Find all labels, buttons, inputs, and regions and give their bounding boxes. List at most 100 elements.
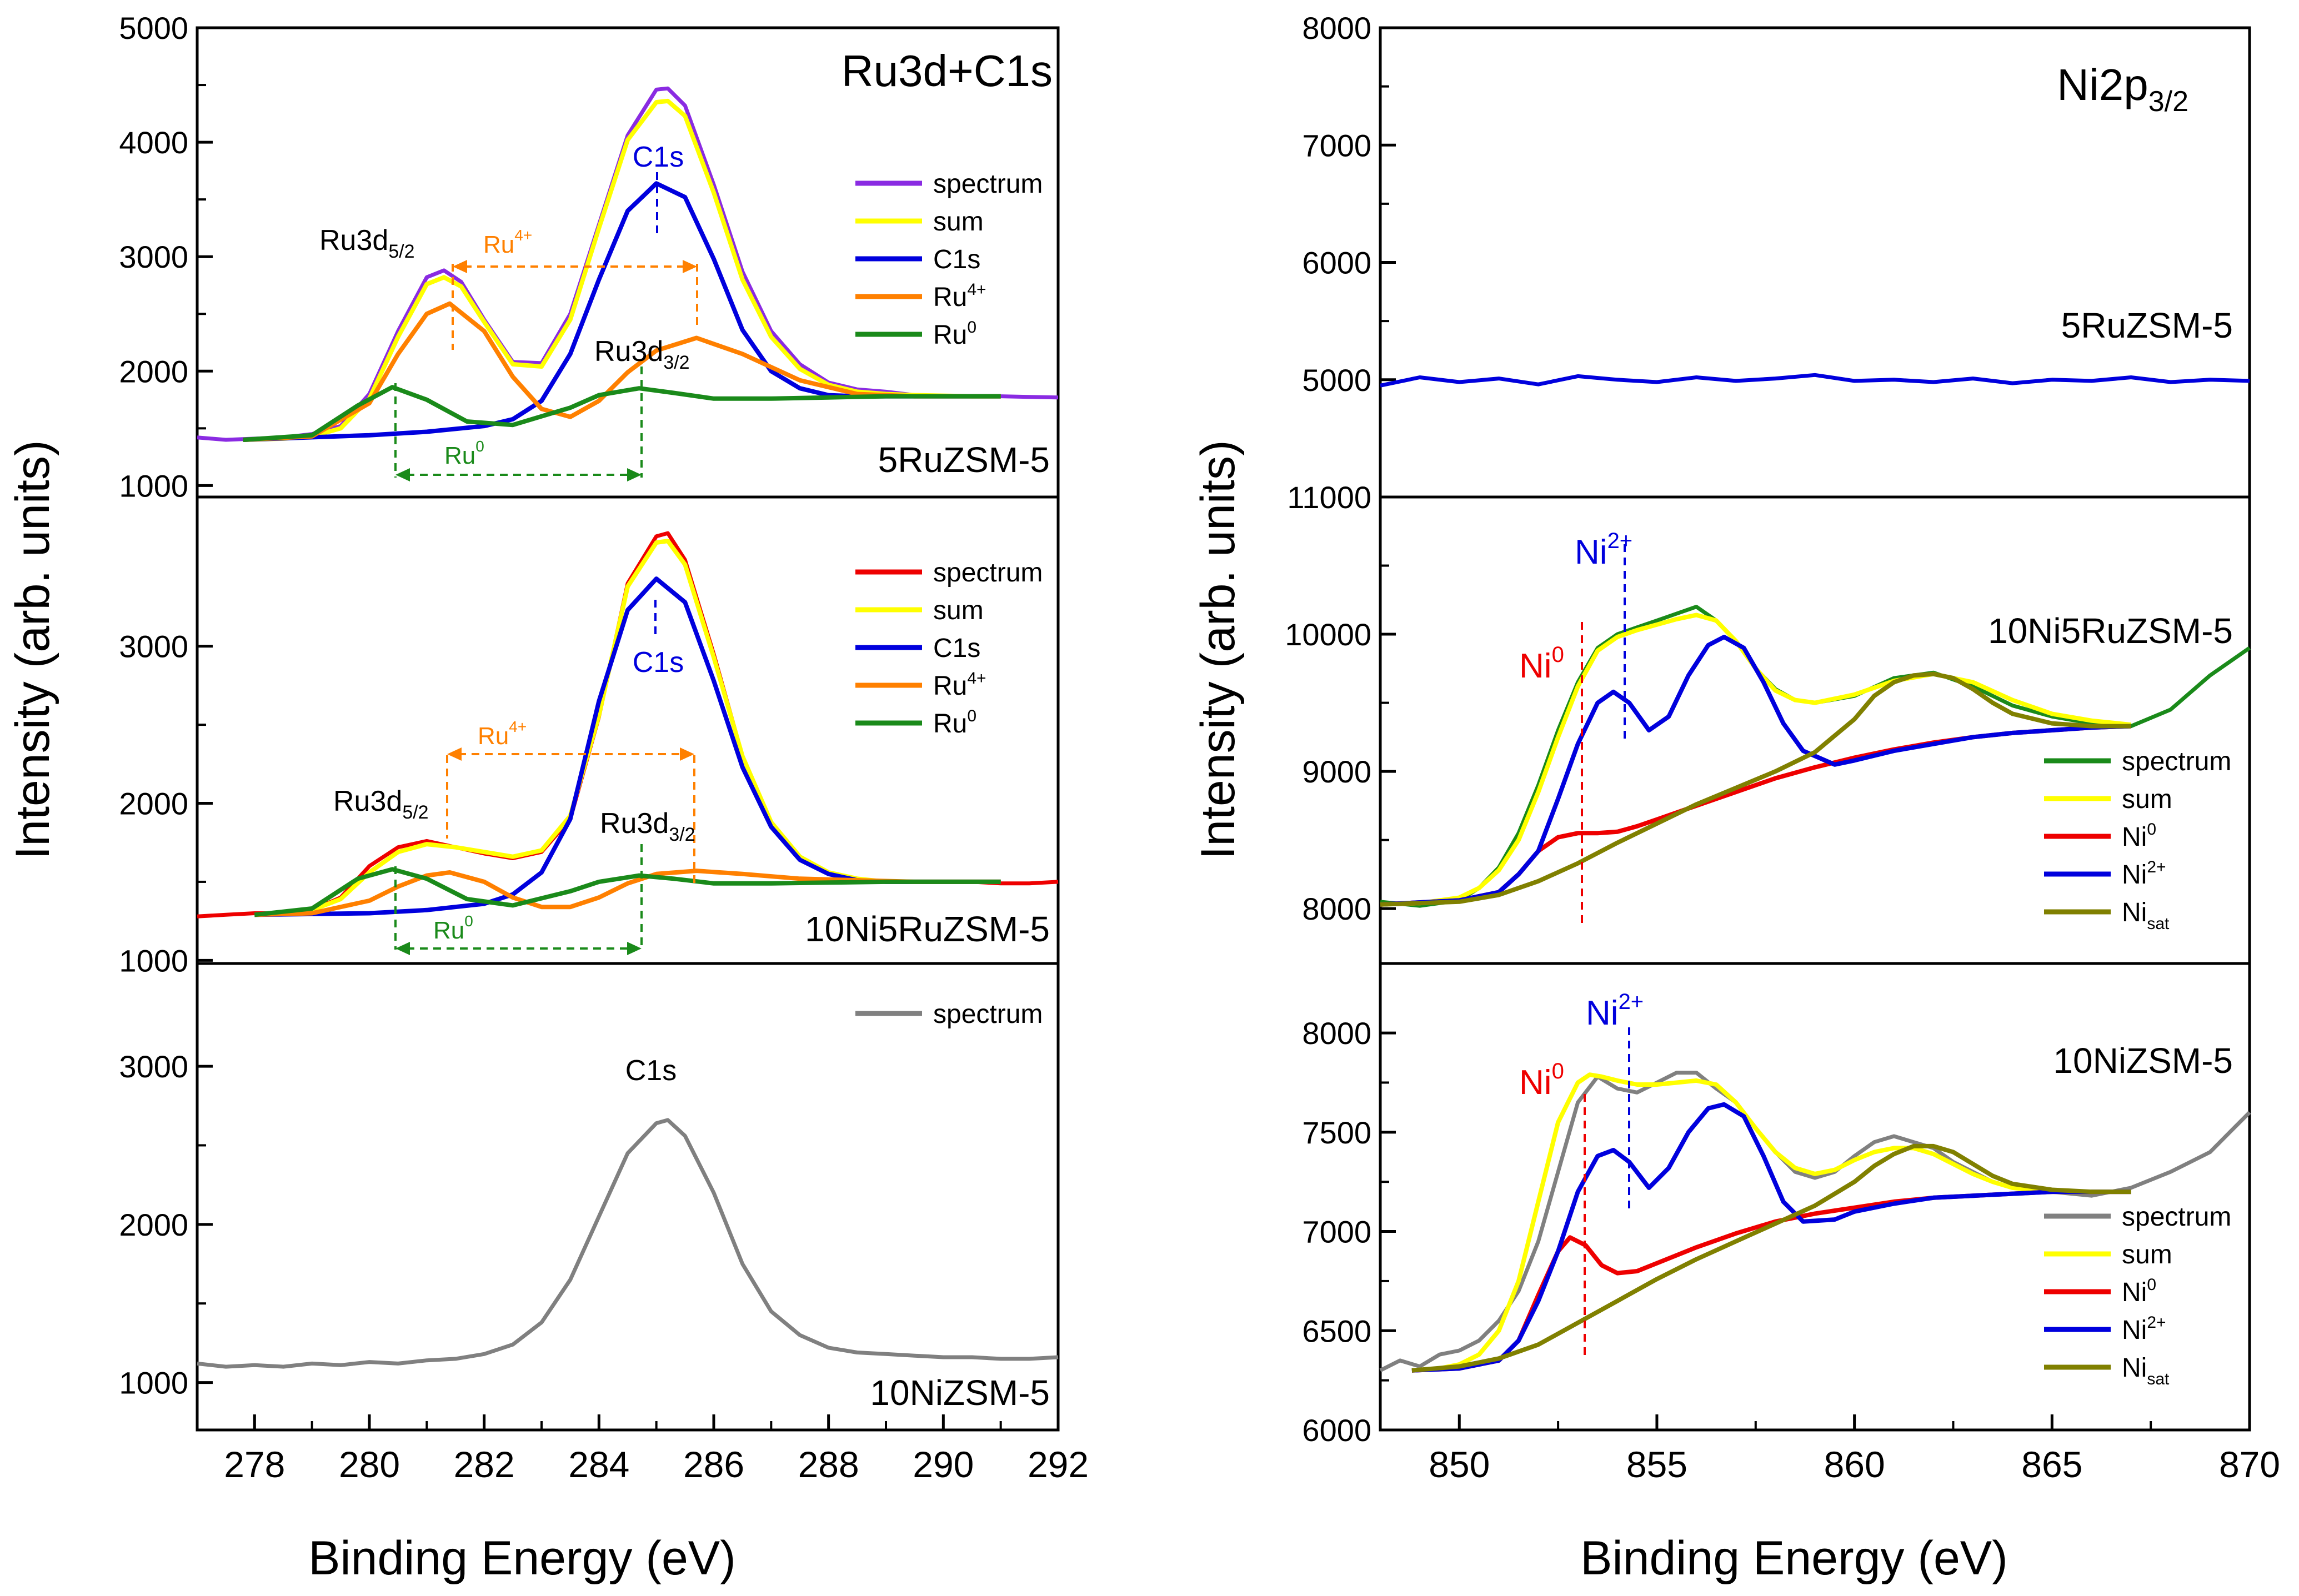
y-tick-label: 11000 (1287, 480, 1371, 515)
y-tick-label: 3000 (119, 239, 188, 274)
series-ni2-line (1380, 635, 2131, 907)
y-tick-label: 7000 (1302, 128, 1371, 163)
sample-label: 10NiZSM-5 (870, 1373, 1050, 1413)
series-ru0-line (254, 867, 1001, 917)
arrow-head (453, 260, 467, 273)
y-tick-label: 10000 (1285, 617, 1371, 652)
panel-ru-10ni: 1000 2000 3000 278 280 282 284 286 288 290 292 spec… (119, 962, 1089, 1485)
plot-frame (196, 962, 1060, 1432)
legend-label: Ru0 (933, 707, 976, 739)
x-tick-label: 288 (798, 1444, 859, 1485)
x-tick-label: 286 (683, 1444, 744, 1485)
legend-label: spectrum (2122, 1202, 2231, 1232)
series-ni2-line (1411, 1102, 2131, 1373)
legend-label: C1s (933, 634, 980, 663)
legend-label: Ru0 (933, 318, 976, 350)
sample-label: 10NiZSM-5 (2053, 1041, 2233, 1081)
ru3d32-label: Ru3d3/2 (600, 807, 695, 845)
legend-label: sum (933, 207, 984, 237)
legend-label: C1s (933, 245, 980, 274)
c1s-label: C1s (633, 141, 684, 173)
c1s-label: C1s (625, 1055, 677, 1087)
panel-title: Ni2p3/2 (2057, 60, 2188, 118)
y-tick-label: 5000 (119, 11, 188, 46)
y-tick-label: 8000 (1302, 891, 1371, 926)
x-tick-label: 282 (454, 1444, 515, 1485)
y-tick-label: 6000 (1302, 1413, 1371, 1448)
legend-label: Ni2+ (2122, 1313, 2166, 1345)
arrow-head (447, 747, 462, 761)
y-tick-label: 8000 (1302, 11, 1371, 46)
legend-label: spectrum (2122, 747, 2231, 776)
y-tick-label: 1000 (119, 943, 188, 978)
x-tick-label: 865 (2021, 1444, 2082, 1485)
ni2-label: Ni2+ (1575, 529, 1632, 571)
sample-label: 10Ni5RuZSM-5 (805, 909, 1050, 949)
y-tick-label: 3000 (119, 1049, 188, 1084)
series-sum-line (1411, 1072, 2131, 1373)
y-tick-label: 7000 (1302, 1214, 1371, 1249)
legend-label: Ni2+ (2122, 858, 2166, 890)
series-spectrum-line (197, 1118, 1059, 1369)
ru0-label: Ru0 (433, 912, 473, 944)
x-tick-label: 278 (224, 1444, 285, 1485)
ru3d32-label: Ru3d3/2 (594, 335, 690, 373)
panel-ni-5ru: 5000 6000 7000 8000 Ni2p3/2 5RuZSM-5 (1302, 11, 2251, 499)
sample-label: 10Ni5RuZSM-5 (1988, 611, 2233, 651)
arrow-head (395, 942, 410, 955)
x-tick-label: 870 (2219, 1444, 2280, 1485)
legend-label: Ni0 (2122, 1276, 2156, 1307)
x-tick-label: 290 (913, 1444, 974, 1485)
right-ylabel: Intensity (arb. units) (1191, 440, 1245, 859)
x-tick-label: 855 (1626, 1444, 1687, 1485)
ru4-label: Ru4+ (483, 227, 532, 258)
series-spectrum-line (1380, 373, 2250, 388)
y-tick-label: 7500 (1302, 1115, 1371, 1150)
ni0-label: Ni0 (1519, 643, 1564, 685)
y-tick-label: 2000 (119, 786, 188, 821)
left-xlabel: Binding Energy (eV) (308, 1532, 736, 1585)
arrow-head (683, 260, 697, 273)
y-tick-label: 2000 (119, 1207, 188, 1242)
legend-label: spectrum (933, 1000, 1043, 1029)
series-sum-line (1380, 613, 2132, 907)
legend-label: sum (2122, 785, 2172, 814)
ru3d52-label: Ru3d5/2 (319, 224, 415, 262)
panel-ru-5ru: 1000 2000 3000 4000 5000 spectrum sum C1s Ru4+ Ru… (119, 11, 1060, 503)
ni2-label: Ni2+ (1586, 990, 1644, 1032)
arrow-head (627, 942, 642, 955)
legend-label: Nisat (2122, 1353, 2170, 1388)
ni0-label: Ni0 (1519, 1059, 1564, 1102)
panel-title: Ru3d+C1s (842, 46, 1053, 96)
arrow-head (680, 747, 694, 761)
series-sum-line (254, 539, 1001, 917)
series-nisat-line (1380, 671, 2131, 907)
x-tick-label: 860 (1824, 1444, 1885, 1485)
ru0-label: Ru0 (444, 438, 484, 469)
ru3d52-label: Ru3d5/2 (333, 785, 429, 823)
series-nisat-line (1411, 1143, 2131, 1373)
plot-frame (196, 495, 1060, 965)
panel-ni-10ni5ru: 8000 9000 10000 11000 spectrum sum Ni0 Ni2+ Nisa… (1285, 480, 2251, 965)
legend-label: Ru4+ (933, 669, 986, 701)
y-tick-label: 4000 (119, 125, 188, 160)
x-tick-label: 292 (1028, 1444, 1089, 1485)
legend-label: spectrum (933, 558, 1043, 588)
right-xlabel: Binding Energy (eV) (1580, 1532, 2008, 1585)
y-tick-label: 5000 (1302, 363, 1371, 398)
series-c1s-line (254, 576, 1001, 917)
plot-frame (1379, 962, 2251, 1432)
y-tick-label: 6000 (1302, 245, 1371, 280)
series-ru4-line (243, 301, 1001, 442)
legend-label: Nisat (2122, 898, 2170, 933)
y-tick-label: 8000 (1302, 1016, 1371, 1051)
series-ru0-line (243, 385, 1001, 442)
sample-label: 5RuZSM-5 (2061, 305, 2233, 345)
arrow-head (627, 468, 642, 481)
y-tick-label: 1000 (119, 1366, 188, 1401)
x-tick-label: 280 (339, 1444, 400, 1485)
arrow-head (395, 468, 410, 481)
y-tick-label: 6500 (1302, 1313, 1371, 1348)
panel-ru-10ni5ru: 1000 2000 3000 spectrum sum C1s Ru4+ Ru0 10Ni5R… (119, 495, 1060, 978)
